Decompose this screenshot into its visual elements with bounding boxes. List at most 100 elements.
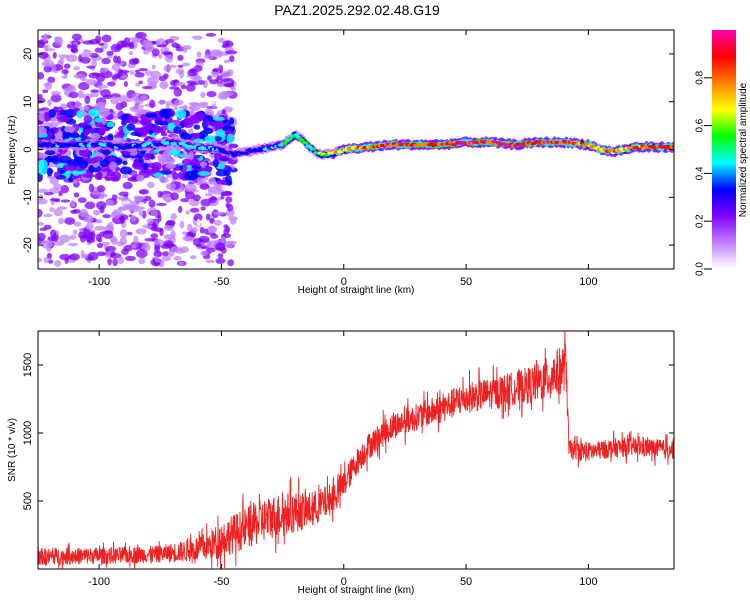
spectrogram-noise-cell bbox=[100, 68, 108, 74]
spectrogram-noise-cell bbox=[165, 183, 177, 190]
spectrogram-noise-cell bbox=[158, 259, 165, 268]
spectrogram-noise-cell bbox=[200, 91, 206, 98]
spectrogram-cluster-cell bbox=[109, 161, 117, 171]
spectrogram-noise-cell bbox=[173, 99, 184, 106]
spectrogram-noise-cell bbox=[212, 68, 219, 73]
spectrogram-noise-cell bbox=[227, 259, 235, 267]
spectrogram-noise-cell bbox=[44, 81, 53, 91]
spectrogram-cluster-cell bbox=[119, 166, 133, 175]
spectrogram-cluster-cell bbox=[113, 134, 120, 139]
spectrogram-noise-cell bbox=[209, 100, 216, 105]
spectrogram-noise-cell bbox=[39, 227, 48, 231]
spectrogram-noise-cell bbox=[96, 242, 104, 249]
spectrogram-noise-cell bbox=[43, 257, 50, 264]
spectrogram-noise-cell bbox=[164, 198, 171, 203]
spectrogram-noise-cell bbox=[223, 224, 229, 229]
spectrogram-noise-cell bbox=[46, 252, 53, 259]
spectrogram-cluster-cell bbox=[90, 132, 101, 140]
spectrogram-noise-cell bbox=[182, 235, 192, 241]
spectrogram-cluster-cell bbox=[38, 126, 47, 136]
spectrogram-noise-cell bbox=[43, 213, 53, 218]
spectrogram-cluster-cell bbox=[76, 110, 84, 119]
spectrogram-noise-cell bbox=[157, 214, 162, 222]
spectrogram-noise-cell bbox=[213, 211, 224, 215]
spectrogram-noise-cell bbox=[134, 206, 146, 210]
spectrogram-noise-cell bbox=[203, 228, 209, 235]
spectrogram-cluster-cell bbox=[193, 124, 201, 130]
spectrogram-noise-cell bbox=[82, 40, 95, 45]
spectrogram-cluster-cell bbox=[175, 109, 187, 119]
spectrogram-noise-cell bbox=[70, 200, 76, 208]
spectrogram-noise-cell bbox=[139, 94, 148, 101]
spectrogram-noise-cell bbox=[177, 64, 184, 68]
snr-x-tick-label: -50 bbox=[214, 576, 230, 588]
spectrogram-noise-cell bbox=[230, 87, 236, 91]
spectrogram-cluster-cell bbox=[172, 172, 179, 180]
spectrogram-cluster-cell bbox=[92, 163, 99, 168]
spectrogram-noise-cell bbox=[127, 98, 133, 103]
spectrogram-noise-cell bbox=[112, 258, 118, 267]
snr-x-ticks: -100 -50 0 50 100 bbox=[88, 331, 598, 588]
spectrogram-noise-cell bbox=[138, 80, 143, 85]
spectrogram-cluster-cell bbox=[223, 170, 231, 176]
spectrogram-noise-cell bbox=[80, 78, 88, 82]
spectrogram-noise-cell bbox=[78, 90, 84, 99]
spectrogram-noise-cell bbox=[49, 207, 55, 213]
spectrogram-noise-cell bbox=[135, 228, 147, 235]
spectrogram-noise-cell bbox=[38, 257, 42, 263]
spectrogram-noise-cell bbox=[141, 243, 151, 251]
spectrogram-noise-cell bbox=[107, 258, 112, 266]
spectrogram-noise-cell bbox=[158, 54, 163, 59]
spectrogram-noise-cell bbox=[169, 64, 178, 68]
spectrogram-noise-cell bbox=[38, 51, 49, 59]
spectrogram-noise-cell bbox=[96, 185, 106, 193]
spectrogram-noise-cell bbox=[47, 76, 56, 84]
spectrogram-y-tick-label: 10 bbox=[22, 96, 34, 108]
spectrogram-noise-cell bbox=[43, 44, 50, 49]
spectrogram-noise-cell bbox=[41, 240, 52, 244]
spectrogram-noise-cell bbox=[59, 253, 71, 261]
spectrogram-noise-cell bbox=[173, 87, 182, 97]
spectrogram-noise-cell bbox=[128, 214, 133, 218]
spectrogram-cluster-cell bbox=[107, 156, 116, 162]
spectrogram-noise-cell bbox=[86, 237, 96, 244]
spectrogram-noise-cell bbox=[67, 85, 75, 92]
spectrogram-cluster-cell bbox=[48, 109, 56, 118]
spectrogram-noise-cell bbox=[117, 256, 124, 265]
spectrogram-noise-cell bbox=[136, 249, 148, 259]
spectrogram-x-tick-label: -50 bbox=[214, 276, 230, 288]
spectrogram-cluster-cell bbox=[153, 172, 164, 178]
spectrogram-noise-cell bbox=[150, 84, 157, 88]
spectrogram-noise-cell bbox=[206, 240, 212, 249]
spectrogram-cluster-cell bbox=[184, 153, 190, 159]
spectrogram-noise-cell bbox=[180, 198, 190, 203]
spectrogram-noise-cell bbox=[209, 196, 218, 203]
spectrogram-noise-cell bbox=[77, 197, 87, 203]
spectrogram-noise-cell bbox=[178, 205, 183, 213]
spectrogram-noise-cell bbox=[100, 89, 111, 98]
spectrogram-noise-cell bbox=[38, 72, 45, 80]
spectrogram-noise-cell bbox=[170, 213, 177, 220]
spectrogram-noise-cell bbox=[217, 75, 223, 80]
spectrogram-noise-cell bbox=[124, 255, 136, 262]
spectrogram-noise-cell bbox=[69, 253, 80, 261]
spectrogram-noise-cell bbox=[111, 238, 119, 245]
spectrogram-noise-cell bbox=[162, 251, 170, 257]
spectrogram-noise-cell bbox=[220, 235, 227, 244]
spectrogram-y-tick-label: 20 bbox=[22, 48, 34, 60]
spectrogram-noise-cell bbox=[190, 255, 197, 260]
spectrogram-noise-cell bbox=[51, 90, 61, 96]
spectrogram-cluster-cell bbox=[145, 113, 158, 118]
spectrogram-cluster-cell bbox=[83, 115, 93, 124]
spectrogram-cluster-cell bbox=[44, 111, 50, 122]
spectrogram-noise-cell bbox=[68, 91, 79, 99]
spectrogram-cluster-cell bbox=[226, 180, 233, 186]
spectrogram-noise-cell bbox=[142, 39, 153, 49]
spectrogram-noise-cell bbox=[111, 75, 118, 80]
spectrogram-noise-cell bbox=[135, 82, 141, 87]
spectrogram-noise-cell bbox=[94, 47, 104, 53]
spectrogram-noise-cell bbox=[43, 192, 54, 196]
spectrogram-noise-cell bbox=[191, 35, 203, 40]
spectrogram-noise-cell bbox=[58, 217, 64, 225]
spectrogram-noise-cell bbox=[147, 181, 155, 189]
